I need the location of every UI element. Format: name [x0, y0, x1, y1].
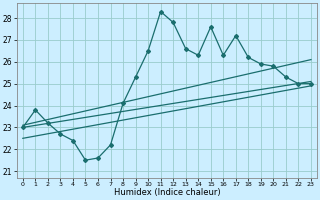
X-axis label: Humidex (Indice chaleur): Humidex (Indice chaleur) [114, 188, 220, 197]
